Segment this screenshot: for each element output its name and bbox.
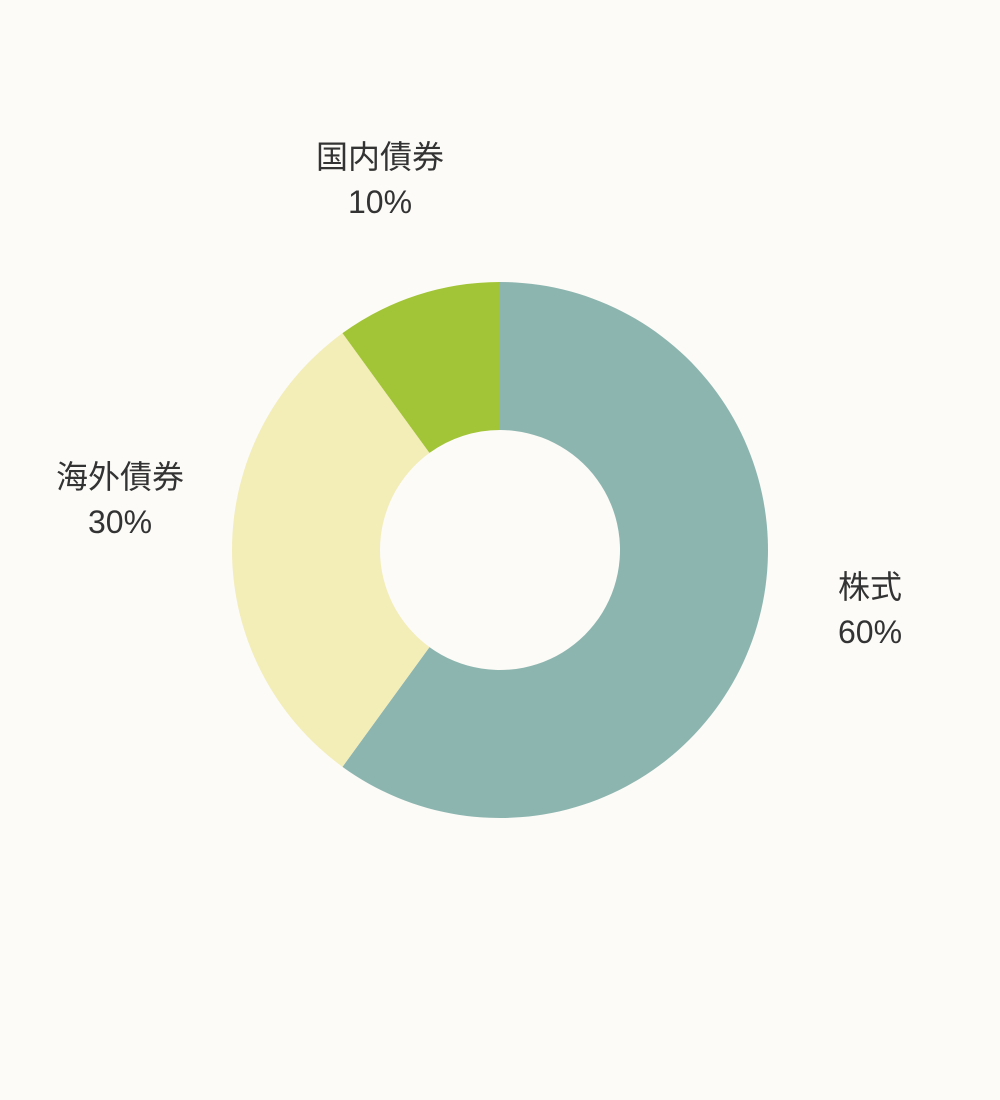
slice-label-name: 国内債券: [316, 135, 444, 180]
slice-label-0: 株式60%: [838, 565, 902, 655]
slice-label-2: 国内債券10%: [316, 135, 444, 225]
slice-label-name: 海外債券: [56, 455, 184, 500]
donut-svg: [222, 272, 778, 828]
slice-label-1: 海外債券30%: [56, 455, 184, 545]
slice-label-value: 30%: [56, 500, 184, 545]
donut-chart: 株式60% 海外債券30% 国内債券10%: [0, 0, 1000, 1100]
slice-label-value: 10%: [316, 180, 444, 225]
slice-label-name: 株式: [838, 565, 902, 610]
slice-label-value: 60%: [838, 610, 902, 655]
